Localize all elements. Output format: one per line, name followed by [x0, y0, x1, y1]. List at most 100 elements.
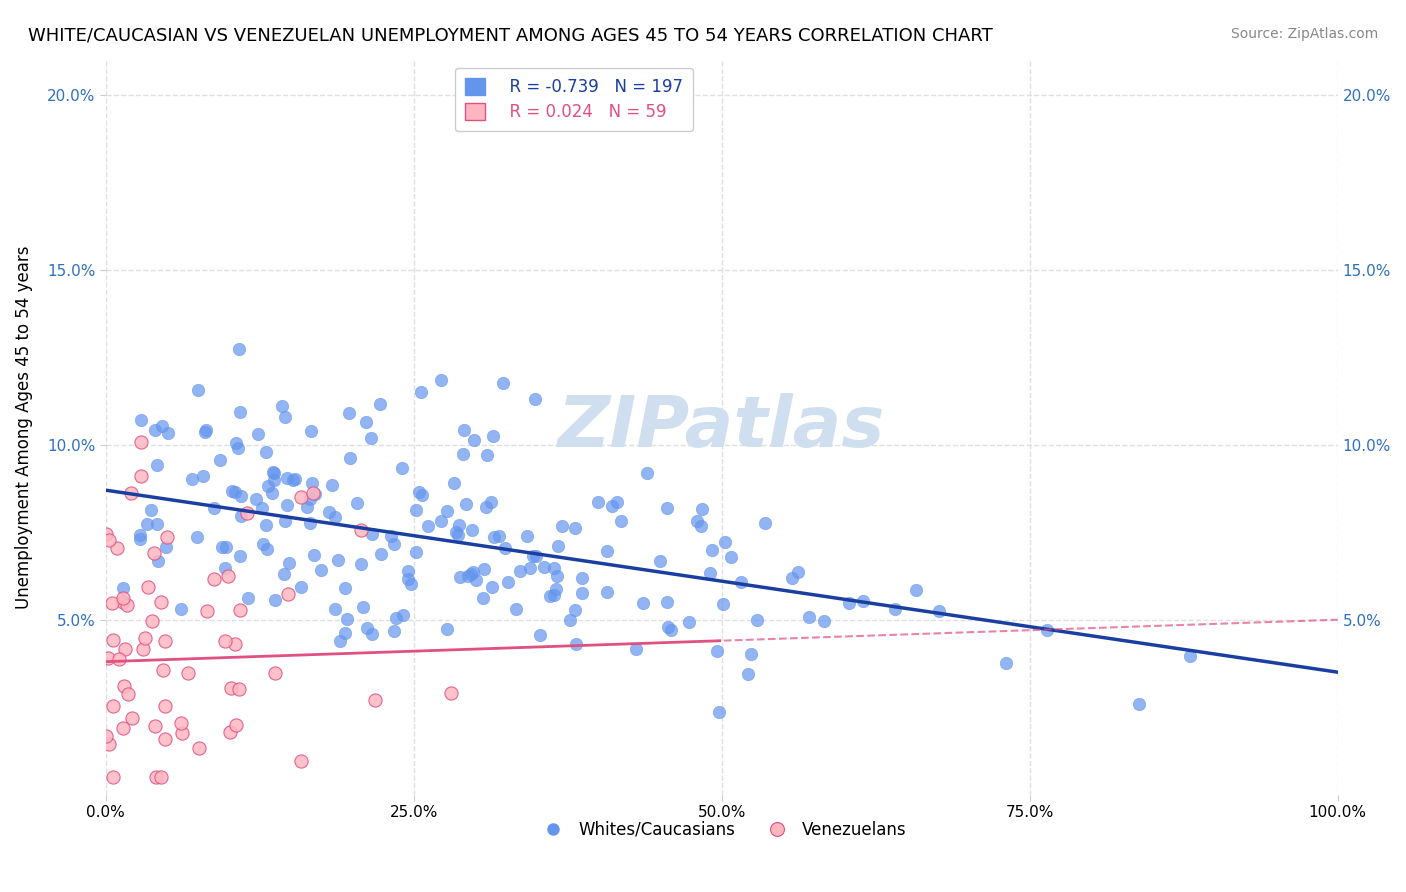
Point	[149, 595, 172, 609]
Point	[610, 515, 633, 529]
Point	[408, 485, 430, 500]
Point	[202, 572, 225, 586]
Point	[411, 488, 433, 502]
Point	[494, 541, 516, 555]
Point	[225, 436, 247, 450]
Point	[150, 419, 173, 434]
Point	[370, 548, 392, 562]
Point	[456, 497, 478, 511]
Point	[218, 725, 240, 739]
Point	[141, 615, 163, 629]
Point	[571, 586, 593, 600]
Point	[636, 466, 658, 480]
Point	[270, 399, 292, 413]
Point	[262, 486, 284, 500]
Point	[281, 473, 304, 487]
Point	[246, 426, 269, 441]
Point	[97, 650, 120, 665]
Point	[245, 492, 267, 507]
Point	[114, 642, 136, 657]
Point	[1128, 698, 1150, 712]
Point	[496, 575, 519, 590]
Point	[838, 596, 860, 610]
Point	[96, 729, 118, 743]
Point	[221, 483, 243, 498]
Point	[111, 591, 134, 606]
Point	[186, 530, 208, 544]
Point	[382, 624, 405, 638]
Point	[472, 562, 495, 576]
Point	[254, 518, 277, 533]
Point	[453, 447, 475, 461]
Point	[274, 514, 297, 528]
Point	[252, 537, 274, 551]
Point	[117, 687, 139, 701]
Point	[354, 415, 377, 429]
Point	[418, 519, 440, 533]
Point	[132, 641, 155, 656]
Point	[146, 517, 169, 532]
Point	[100, 596, 122, 610]
Point	[364, 692, 387, 706]
Point	[112, 595, 135, 609]
Point	[98, 737, 121, 751]
Point	[263, 473, 285, 487]
Point	[449, 518, 471, 533]
Text: WHITE/CAUCASIAN VS VENEZUELAN UNEMPLOYMENT AMONG AGES 45 TO 54 YEARS CORRELATION: WHITE/CAUCASIAN VS VENEZUELAN UNEMPLOYME…	[28, 27, 993, 45]
Point	[350, 524, 373, 538]
Point	[187, 741, 209, 756]
Point	[1178, 649, 1201, 664]
Point	[1036, 624, 1059, 638]
Point	[256, 541, 278, 556]
Point	[156, 530, 179, 544]
Point	[194, 425, 217, 439]
Point	[538, 589, 561, 603]
Point	[799, 610, 821, 624]
Point	[509, 564, 531, 578]
Point	[170, 716, 193, 731]
Point	[333, 626, 356, 640]
Point	[596, 585, 619, 599]
Point	[228, 342, 250, 356]
Point	[97, 533, 120, 548]
Point	[226, 441, 249, 455]
Point	[550, 519, 572, 533]
Point	[228, 682, 250, 697]
Point	[524, 392, 547, 406]
Point	[195, 604, 218, 618]
Point	[295, 500, 318, 515]
Point	[361, 627, 384, 641]
Point	[298, 516, 321, 530]
Point	[596, 544, 619, 558]
Point	[543, 561, 565, 575]
Point	[180, 472, 202, 486]
Point	[700, 543, 723, 558]
Point	[262, 465, 284, 479]
Point	[128, 533, 150, 547]
Point	[276, 498, 298, 512]
Point	[209, 453, 232, 467]
Point	[177, 666, 200, 681]
Point	[172, 726, 194, 740]
Point	[385, 611, 408, 625]
Point	[149, 770, 172, 784]
Point	[460, 567, 482, 582]
Point	[153, 633, 176, 648]
Point	[436, 622, 458, 636]
Point	[333, 582, 356, 596]
Point	[405, 503, 427, 517]
Point	[479, 495, 502, 509]
Point	[224, 637, 246, 651]
Point	[228, 405, 250, 419]
Point	[326, 553, 349, 567]
Point	[302, 548, 325, 562]
Point	[745, 613, 768, 627]
Point	[146, 554, 169, 568]
Point	[217, 569, 239, 583]
Point	[626, 642, 648, 657]
Point	[352, 600, 374, 615]
Point	[440, 686, 463, 700]
Point	[571, 571, 593, 585]
Point	[430, 515, 453, 529]
Point	[337, 406, 360, 420]
